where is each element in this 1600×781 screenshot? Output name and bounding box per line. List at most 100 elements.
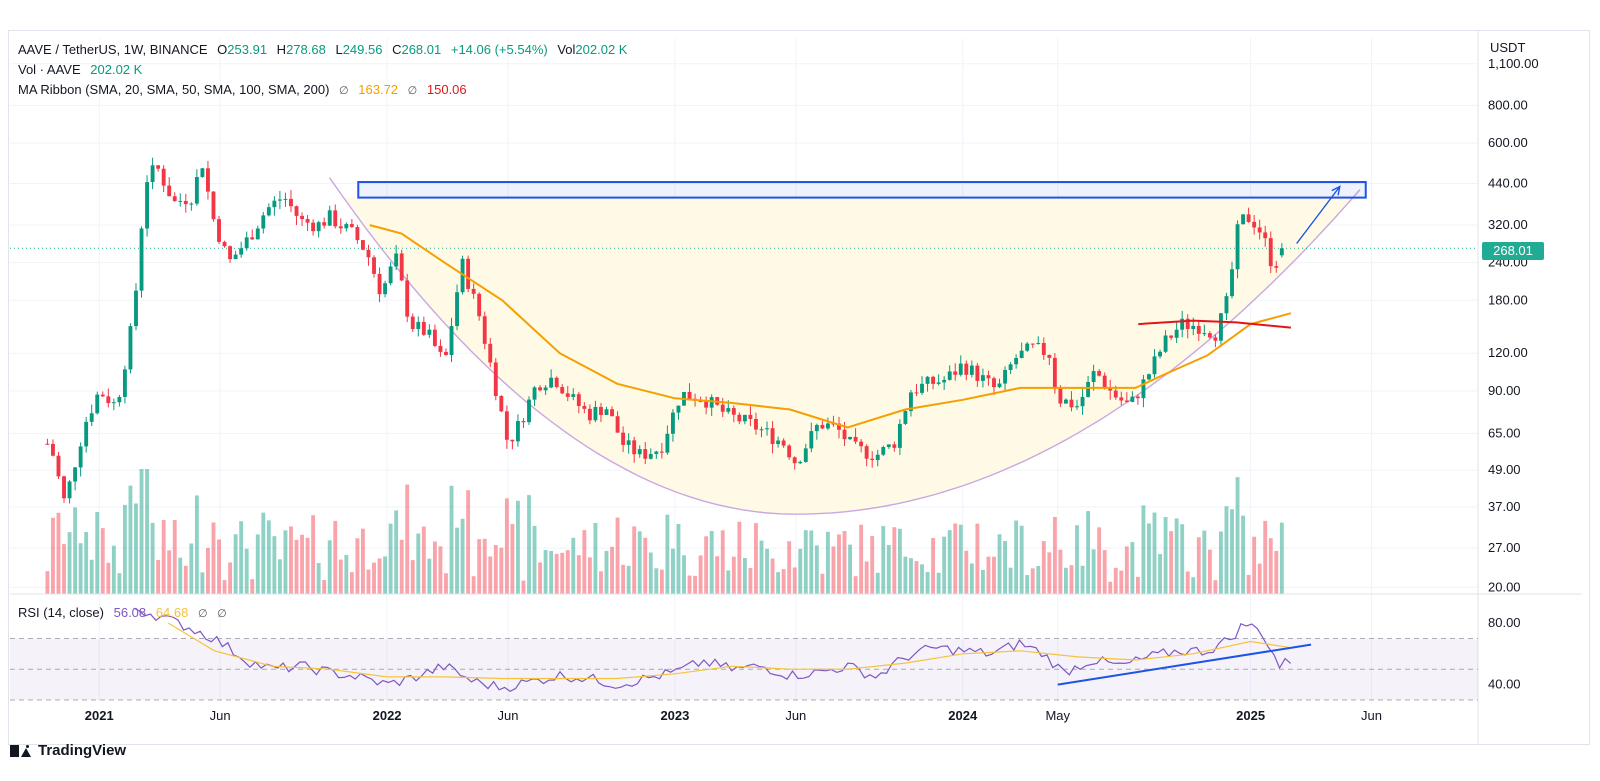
candle — [1224, 296, 1229, 314]
candle — [482, 316, 487, 344]
candle — [183, 200, 188, 205]
candle — [250, 237, 255, 240]
ma-line — [369, 224, 1292, 429]
candle — [444, 351, 448, 356]
volume-bar — [189, 543, 194, 594]
currency-unit[interactable]: USDT — [1490, 40, 1526, 55]
volume-bar — [1257, 563, 1262, 594]
candle — [455, 292, 459, 327]
candle — [117, 396, 122, 403]
candle — [266, 207, 271, 216]
candle — [194, 176, 199, 204]
volume-bar — [493, 545, 498, 594]
candle — [283, 198, 288, 200]
volume-bar — [1147, 523, 1151, 594]
candle — [992, 378, 996, 388]
volume-bar — [1174, 518, 1179, 594]
candle — [305, 219, 310, 223]
candle — [997, 383, 1002, 388]
candle — [1191, 325, 1196, 329]
candle — [626, 440, 631, 445]
ma-ribbon-legend[interactable]: MA Ribbon (SMA, 20, SMA, 50, SMA, 100, S… — [18, 82, 473, 99]
volume-bar — [1196, 537, 1201, 594]
volume-bar — [704, 536, 709, 594]
price-tick-label: 65.00 — [1488, 425, 1521, 440]
candle — [466, 258, 471, 289]
low-value: 249.56 — [342, 42, 383, 57]
symbol-label[interactable]: AAVE / TetherUS, 1W, BINANCE — [18, 42, 208, 57]
volume-bar — [1246, 574, 1251, 594]
volume-bar — [172, 520, 177, 594]
candle — [1235, 224, 1240, 270]
candle — [670, 412, 675, 434]
candle — [471, 288, 476, 294]
tradingview-brand[interactable]: TradingView — [10, 742, 126, 759]
volume-bar — [349, 572, 354, 594]
candle — [62, 476, 66, 499]
volume-legend[interactable]: Vol · AAVE 202.02 K — [18, 62, 148, 78]
volume-bar — [277, 559, 282, 594]
volume-bar — [289, 526, 293, 594]
candle — [1213, 337, 1218, 341]
volume-bar — [438, 546, 443, 594]
candle — [1091, 371, 1096, 382]
candle — [111, 402, 116, 404]
candle — [338, 226, 343, 229]
resistance-box — [357, 181, 1367, 199]
candle — [1064, 399, 1068, 404]
volume-bar — [599, 571, 603, 594]
volume-bar — [1064, 567, 1068, 594]
volume-bar — [615, 517, 620, 594]
candle — [1086, 381, 1091, 397]
volume-bar — [421, 526, 426, 594]
volume-bar — [748, 567, 753, 594]
volume-bar — [1025, 575, 1030, 594]
volume-bar — [1152, 512, 1157, 594]
volume-bar — [1113, 567, 1118, 594]
volume-bar — [167, 550, 172, 594]
volume-bar — [316, 563, 321, 594]
volume-bar — [504, 498, 509, 594]
volume-bar — [626, 565, 631, 594]
volume-bar — [460, 518, 465, 594]
candle — [1196, 325, 1201, 334]
candle — [1102, 375, 1107, 388]
candle — [1058, 387, 1063, 404]
volume-bar — [853, 576, 858, 594]
volume-bar — [1019, 525, 1024, 594]
volume-bar — [416, 533, 421, 594]
volume-bar — [344, 555, 349, 594]
volume-bar — [1169, 531, 1174, 594]
volume-bar — [1268, 538, 1273, 594]
volume-bar — [178, 557, 183, 594]
candle — [355, 227, 360, 241]
candle — [1108, 387, 1113, 391]
volume-bar — [89, 559, 94, 594]
volume-bar — [632, 526, 637, 594]
volume-bar — [78, 543, 83, 594]
candle — [604, 409, 609, 415]
volume-bar — [720, 530, 725, 594]
candle — [100, 394, 105, 397]
candle — [515, 421, 520, 442]
candle — [859, 441, 864, 447]
candle — [1008, 364, 1013, 370]
candle — [726, 408, 731, 412]
candle — [1030, 343, 1035, 345]
candle — [300, 215, 304, 220]
candle — [217, 219, 221, 242]
volume-bar — [521, 580, 526, 594]
tradingview-logo-icon — [10, 744, 32, 757]
volume-bar — [51, 517, 55, 594]
volume-bar — [1003, 540, 1007, 594]
volume-bar — [571, 537, 576, 594]
volume-bar — [1014, 520, 1019, 594]
candle — [45, 443, 50, 445]
candle — [853, 436, 858, 442]
rsi-legend[interactable]: RSI (14, close) 56.08 64.68 ∅ ∅ — [18, 605, 233, 620]
volume-bar — [311, 515, 316, 594]
candle — [571, 394, 576, 397]
candle — [51, 443, 55, 456]
candle — [244, 237, 249, 249]
